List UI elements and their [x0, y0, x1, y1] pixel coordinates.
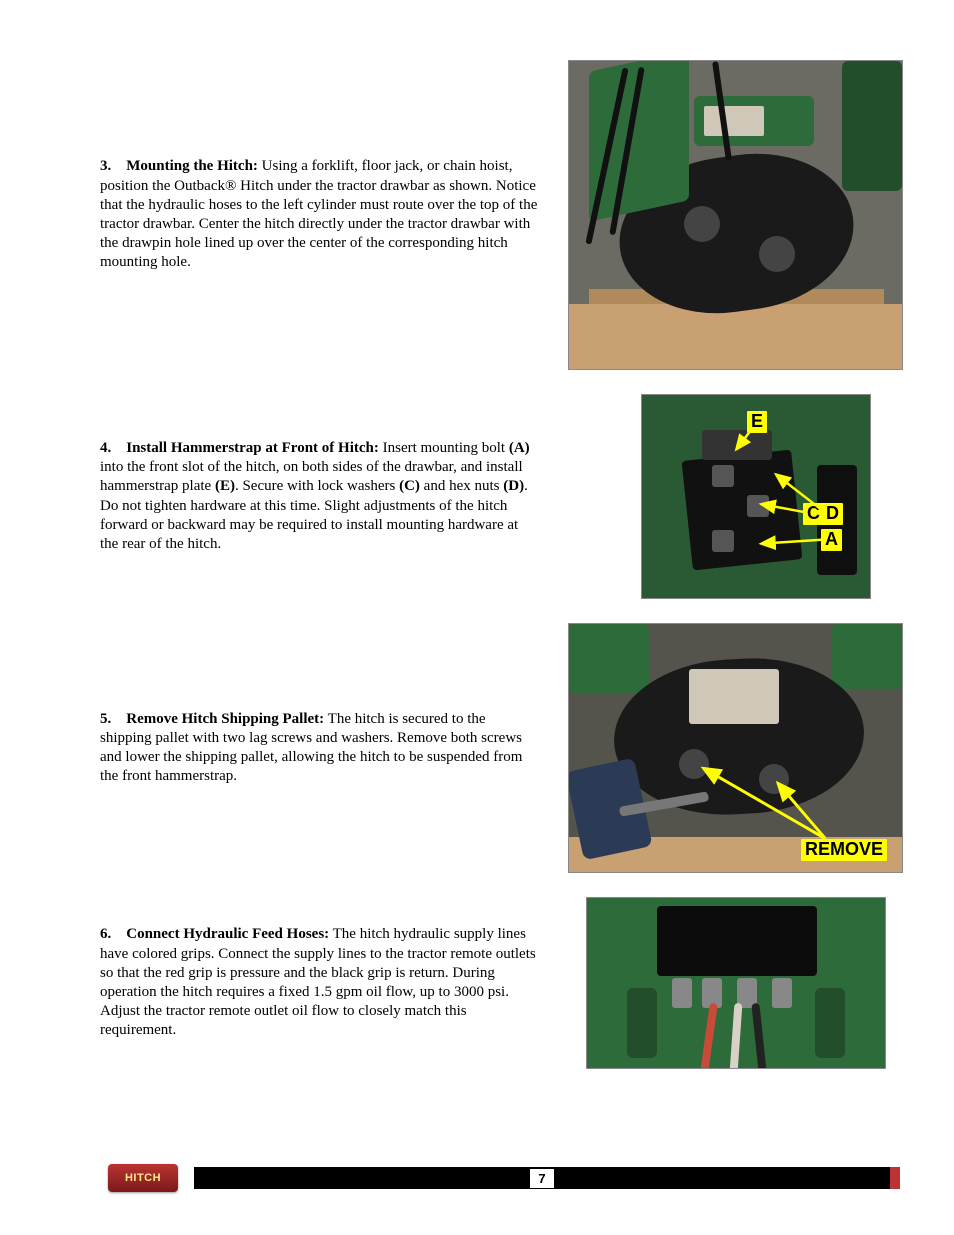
label-D: D — [822, 503, 843, 525]
step-4-title: Install Hammerstrap at Front of Hitch: — [126, 440, 379, 456]
figure-mounting-hitch — [568, 60, 903, 370]
step-6-body: The hitch hydraulic supply lines have co… — [100, 926, 536, 1038]
label-E: E — [747, 411, 767, 433]
step-4-text: 4. Install Hammerstrap at Front of Hitch… — [100, 439, 540, 554]
step-3-num: 3. — [100, 158, 111, 174]
label-C: C — [803, 503, 824, 525]
step-5-title: Remove Hitch Shipping Pallet: — [126, 711, 324, 727]
step-3-body: Using a forklift, floor jack, or chain h… — [100, 158, 537, 270]
figure-hammerstrap: E C D A — [641, 394, 871, 599]
page-number: 7 — [530, 1169, 553, 1188]
step-6-text: 6. Connect Hydraulic Feed Hoses: The hit… — [100, 925, 540, 1040]
figure-hydraulic-hoses — [586, 897, 886, 1069]
step-5-text: 5. Remove Hitch Shipping Pallet: The hit… — [100, 710, 540, 787]
step-6-num: 6. — [100, 926, 111, 942]
step-3-text: 3. Mounting the Hitch: Using a forklift,… — [100, 157, 540, 272]
step-6-title: Connect Hydraulic Feed Hoses: — [126, 926, 329, 942]
hitch-logo: HITCH — [108, 1164, 178, 1192]
step-4-num: 4. — [100, 440, 111, 456]
step-3-title: Mounting the Hitch: — [126, 158, 258, 174]
figure-remove-pallet: REMOVE — [568, 623, 903, 873]
label-A: A — [821, 529, 842, 551]
footer-bar: 7 — [194, 1167, 890, 1189]
label-remove: REMOVE — [801, 839, 887, 861]
step-5-num: 5. — [100, 711, 111, 727]
page-footer: HITCH 7 — [0, 1163, 954, 1193]
